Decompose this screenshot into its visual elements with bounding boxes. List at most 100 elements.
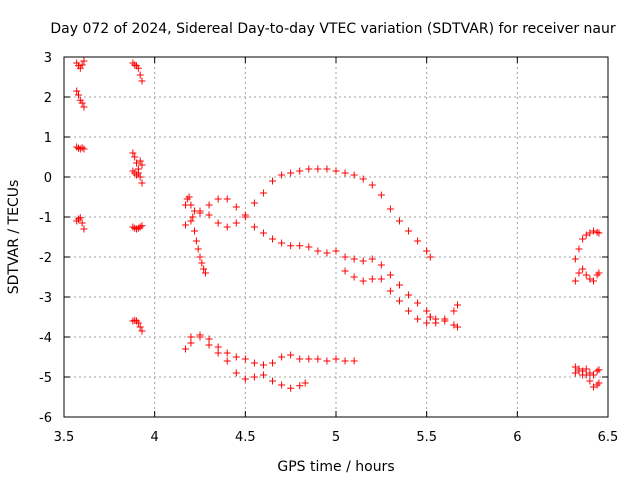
data-point [278,381,286,389]
data-point [131,61,139,69]
data-point [223,223,231,231]
data-point [80,145,88,153]
y-tick-label: 1 [44,131,52,146]
data-point [377,261,385,269]
data-point [359,257,367,265]
data-point [196,333,204,341]
data-point [405,291,413,299]
y-tick-label: 2 [44,91,52,106]
data-point [350,171,358,179]
data-point [453,301,461,309]
data-point [278,353,286,361]
data-point [575,245,583,253]
data-point [359,175,367,183]
data-point [187,217,195,225]
data-point [450,321,458,329]
data-point [138,77,146,85]
data-point [579,265,587,273]
data-point [205,201,213,209]
data-point [232,203,240,211]
data-point [129,149,137,157]
data-point [181,221,189,229]
data-point [129,223,137,231]
data-point [571,363,579,371]
data-point [579,367,587,375]
data-point [323,357,331,365]
series-s14 [181,333,309,392]
series-s20 [571,365,603,391]
data-point [232,219,240,227]
data-point [191,227,199,235]
data-point [78,61,86,69]
data-point [359,277,367,285]
data-point [305,165,313,173]
x-axis: 3.5 4 4.5 5 5.5 6 6.5 [54,57,619,445]
data-point [423,307,431,315]
data-point [138,222,146,230]
y-axis-label: SDTVAR / TECUs [6,180,22,295]
data-point [314,247,322,255]
data-point [138,327,146,335]
data-point [73,87,81,95]
x-tick-label: 6.5 [598,430,619,445]
series-s17 [571,227,603,263]
series-s16 [426,313,461,331]
data-point [76,214,84,222]
data-point [586,377,594,385]
data-point [134,169,142,177]
data-point [187,201,195,209]
data-point [76,64,84,72]
data-point [287,384,295,392]
data-point [136,323,144,331]
data-point [296,382,304,390]
data-point [232,369,240,377]
x-tick-label: 6 [513,430,521,445]
data-point [136,173,144,181]
data-point [341,253,349,261]
data-point [386,271,394,279]
data-point [323,249,331,257]
data-point [138,161,146,169]
data-point [368,255,376,263]
y-tick-label: -1 [39,211,52,226]
data-point [189,213,197,221]
series-s2 [73,87,88,111]
data-point [386,287,394,295]
data-point [259,229,267,237]
data-point [196,207,204,215]
data-point [250,199,258,207]
data-point [198,259,206,267]
series-s4 [73,214,88,233]
data-point [593,228,601,236]
data-point [136,71,144,79]
data-point [586,369,594,377]
data-point [595,379,603,387]
series-s10 [181,193,209,277]
series-s8 [129,222,146,233]
data-point [73,143,81,151]
series-s9 [129,316,146,335]
series-s18 [571,265,603,285]
data-point [278,239,286,247]
data-point [278,171,286,179]
data-point [187,333,195,341]
data-point [259,361,267,369]
data-point [138,179,146,187]
x-tick-label: 5.5 [416,430,437,445]
data-point [80,103,88,111]
series-s6 [129,149,146,173]
data-point [426,253,434,261]
data-point [453,323,461,331]
data-point [134,224,142,232]
data-point [323,165,331,173]
data-point [296,167,304,175]
data-point [341,169,349,177]
series-s19 [571,363,603,379]
data-point [80,57,88,65]
data-point [269,235,277,243]
data-point [269,359,277,367]
y-tick-label: -4 [39,331,52,346]
data-point [341,267,349,275]
data-point [259,371,267,379]
x-axis-label: GPS time / hours [277,459,394,475]
